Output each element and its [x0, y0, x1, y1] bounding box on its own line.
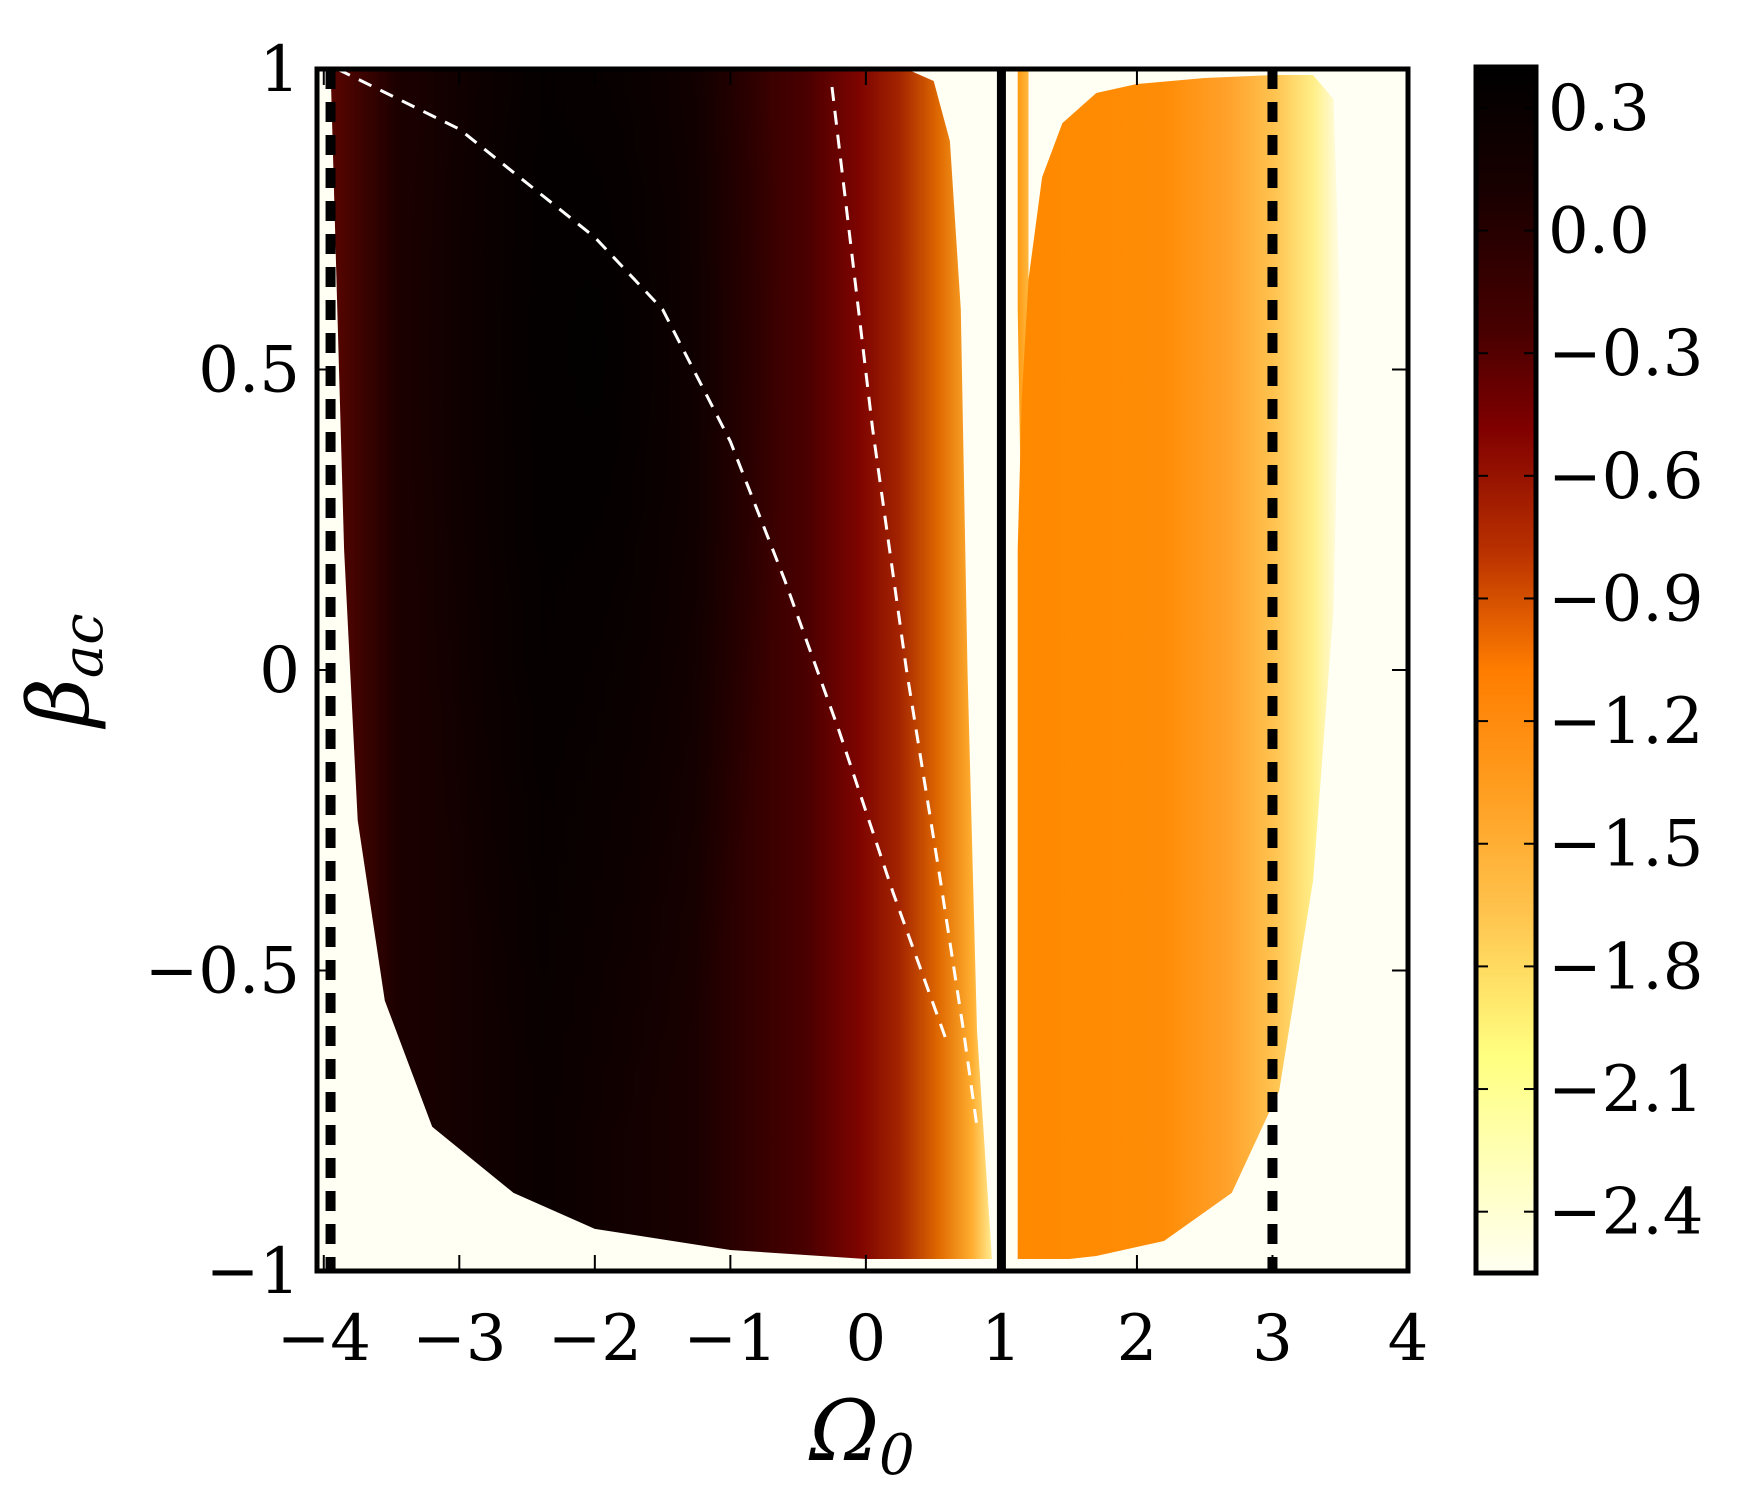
y-axis-label-main: β	[10, 678, 108, 730]
colorbar-tick-label: −2.1	[1548, 1053, 1703, 1127]
y-tick-label: 0	[259, 634, 300, 708]
x-tick-label: −1	[683, 1302, 777, 1376]
heatmap-region-narrow	[1017, 69, 1029, 550]
y-axis-label-sub: ac	[51, 613, 116, 678]
x-tick-label: 3	[1252, 1302, 1293, 1376]
colorbar-tick-label: −1.2	[1548, 685, 1703, 759]
colorbar-tick-label: −1.5	[1548, 808, 1703, 882]
colorbar-tick-label: −1.8	[1548, 930, 1703, 1004]
x-tick-label: 0	[846, 1302, 887, 1376]
dashed-curve-1	[336, 67, 949, 1044]
x-tick-label: 4	[1388, 1302, 1429, 1376]
colorbar-tick-label: −0.9	[1548, 562, 1703, 636]
axis-tick-labels: −4 −3 −2 −1 0 1 2 3 4 −1 −0.5 0 0.5 1	[145, 33, 1429, 1376]
y-tick-label: 0.5	[198, 334, 300, 408]
colorbar-tick-label: −2.4	[1548, 1176, 1703, 1250]
colorbar-tick-label: −0.6	[1548, 440, 1703, 514]
x-axis-label-sub: 0	[879, 1423, 915, 1488]
x-axis-label: Ω0	[808, 1382, 914, 1488]
x-tick-label: 2	[1117, 1302, 1158, 1376]
colorbar-tick-label: −0.3	[1548, 317, 1703, 391]
axis-ticks	[317, 68, 1409, 1272]
y-axis-label: βac	[10, 613, 116, 729]
x-tick-label: −2	[548, 1302, 642, 1376]
x-tick-label: −4	[277, 1302, 371, 1376]
x-tick-label: −3	[412, 1302, 506, 1376]
y-tick-label: −1	[206, 1235, 300, 1309]
colorbar-tick-label: 0.3	[1548, 72, 1650, 146]
heatmap-region-right	[1017, 75, 1341, 1259]
colorbar-tick-label: 0.0	[1548, 195, 1650, 269]
colorbar-ticks: 0.3 0.0 −0.3 −0.6 −0.9 −1.2 −1.5 −1.8 −2.1 −2.4	[1476, 72, 1703, 1250]
y-tick-label: 1	[259, 33, 300, 107]
x-tick-label: 1	[981, 1302, 1022, 1376]
x-axis-label-main: Ω	[808, 1382, 879, 1480]
colorbar	[1473, 64, 1539, 1276]
dashed-curve-2	[830, 86, 979, 1128]
y-tick-label: −0.5	[145, 935, 300, 1009]
